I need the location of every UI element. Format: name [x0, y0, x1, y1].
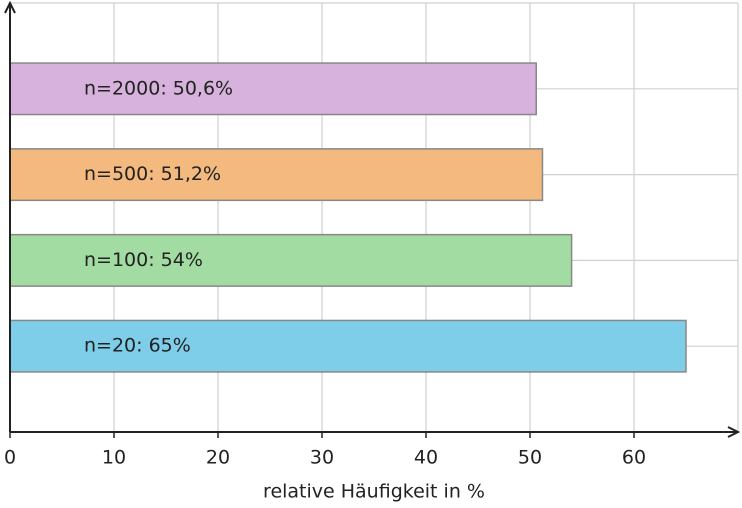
x-tick-label: 20: [206, 447, 230, 469]
value-label: n=2000: 50,6%: [84, 77, 233, 99]
x-axis-arrow: [727, 426, 741, 438]
x-tick-label: 50: [518, 447, 542, 469]
x-tick-label: 60: [622, 447, 646, 469]
bar: [9, 62, 537, 116]
bar: [9, 319, 687, 373]
value-label: n=100: 54%: [84, 249, 203, 271]
value-label: n=500: 51,2%: [84, 163, 221, 185]
x-tick-label: 40: [414, 447, 438, 469]
value-label: n=20: 65%: [84, 335, 191, 357]
x-axis-label: relative Häufigkeit in %: [263, 481, 485, 503]
bar: [9, 148, 544, 202]
x-tick-label: 30: [310, 447, 334, 469]
y-axis-arrow: [4, 0, 16, 14]
x-tick-label: 0: [4, 447, 16, 469]
x-tick-label: 10: [102, 447, 126, 469]
bar: [9, 233, 573, 287]
